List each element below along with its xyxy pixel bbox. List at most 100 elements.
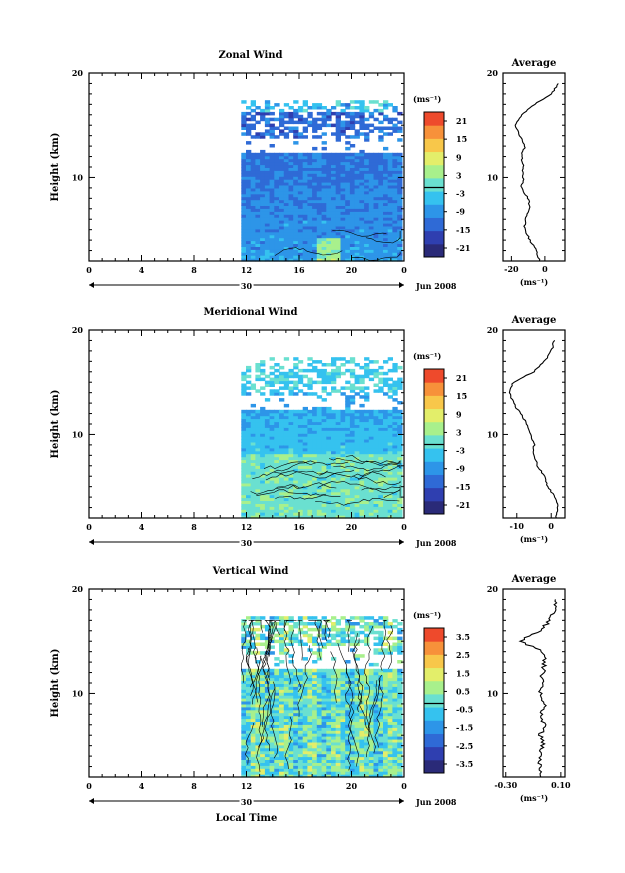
profile-x-tick-label: -10 [510, 521, 525, 531]
colorbar-tick-label: -3 [456, 189, 465, 199]
colorbar-swatch [424, 667, 444, 682]
profile-title: Average [511, 58, 557, 69]
colorbar-swatch [424, 448, 444, 462]
x-tick-label: 0 [86, 522, 92, 532]
y-axis-label: Height (km) [50, 390, 61, 459]
colorbar-tick-label: 15 [456, 134, 467, 144]
profile-frame [502, 329, 566, 519]
x-tick-label: 0 [86, 781, 92, 791]
colorbar-swatch [424, 628, 444, 642]
profile-y-tick-label: 20 [487, 325, 499, 335]
colorbar-tick-label: 21 [456, 373, 467, 383]
colorbar-tick-label: -15 [456, 225, 470, 235]
colorbar-unit: (ms⁻¹) [413, 94, 441, 104]
profile-line [508, 340, 559, 519]
profile-y-ticks [503, 72, 565, 262]
profile-y-tick-label: 10 [487, 429, 499, 439]
colorbar-unit: (ms⁻¹) [413, 610, 441, 620]
colorbar-swatch [424, 461, 444, 475]
colorbar-swatch [424, 138, 444, 153]
colorbar-tick-label: -1.5 [456, 723, 473, 733]
colorbar-tick-label: -9 [456, 207, 465, 217]
colorbar-frame [423, 368, 445, 515]
colorbar-tick-label: -2.5 [456, 741, 473, 751]
colorbar-tick-label: 3.5 [456, 632, 470, 642]
colorbar-swatch [424, 693, 444, 708]
x-tick-label: 4 [139, 265, 145, 275]
colorbar-tick-label: -21 [456, 243, 470, 253]
x-tick-label: 16 [293, 522, 305, 532]
colorbar-swatch [424, 733, 444, 748]
contour-lines [241, 620, 394, 772]
colorbar-frame [423, 627, 445, 774]
x-tick-label: 4 [139, 781, 145, 791]
colorbar-tick-label: 15 [456, 391, 467, 401]
profile-frame [502, 72, 566, 262]
profile-y-tick-label: 10 [487, 688, 499, 698]
x-ticks [88, 589, 405, 777]
y-ticks [89, 329, 404, 519]
panel-title: Zonal Wind [218, 50, 282, 61]
profile-frame [502, 588, 566, 778]
y-ticks [89, 72, 404, 262]
y-tick-label: 20 [72, 68, 84, 78]
x-tick-label: 0 [401, 781, 407, 791]
colorbar-swatch [424, 654, 444, 669]
profile-x-tick-label: 0 [542, 264, 548, 274]
colorbar-swatch [424, 164, 444, 179]
profile-y-tick-label: 20 [487, 68, 499, 78]
profile-y-ticks [503, 588, 565, 778]
colorbar-swatch [424, 230, 444, 245]
y-axis-label: Height (km) [50, 133, 61, 202]
colorbar-tick-label: -0.5 [456, 705, 473, 715]
colorbar-tick-label: 21 [456, 116, 467, 126]
colorbar-frame [423, 111, 445, 258]
x-ticks [88, 73, 405, 261]
panel-title: Meridional Wind [203, 307, 297, 318]
colorbar-swatch [424, 369, 444, 383]
colorbar-tick-label: 3 [456, 427, 462, 437]
colorbar-swatch [424, 720, 444, 734]
colorbar-unit: (ms⁻¹) [413, 351, 441, 361]
colorbar-swatch [424, 487, 444, 502]
colorbar-swatch [424, 125, 444, 139]
profile-x-label: (ms⁻¹) [520, 277, 548, 287]
contour-lines [274, 229, 401, 261]
panel-title: Vertical Wind [212, 566, 289, 577]
colorbar-swatch [424, 191, 444, 205]
colorbar-swatch [424, 217, 444, 232]
month-label: Jun 2008 [415, 281, 457, 291]
colorbar-swatch [424, 112, 444, 126]
colorbar-swatch [424, 408, 444, 423]
profile-line [518, 599, 558, 778]
profile-x-tick-label: 0.10 [551, 780, 571, 790]
colorbar-tick-label: -9 [456, 464, 465, 474]
profile-x-tick-label: 0 [548, 521, 554, 531]
colorbar-swatch [424, 382, 444, 396]
x-tick-label: 20 [346, 781, 358, 791]
profile-line [514, 83, 559, 262]
colorbar-tick-label: 0.5 [456, 686, 470, 696]
x-tick-label: 0 [401, 522, 407, 532]
colorbar-swatch [424, 759, 444, 774]
colorbar-swatch [424, 474, 444, 489]
y-tick-label: 20 [72, 584, 84, 594]
colorbar-swatch [424, 434, 444, 449]
colorbar-swatch [424, 746, 444, 761]
colorbar-tick-label: 3 [456, 170, 462, 180]
colorbar-tick-label: 2.5 [456, 650, 470, 660]
x-tick-label: 16 [293, 781, 305, 791]
colorbar-tick-label: 9 [456, 152, 462, 162]
heatmap-field [241, 357, 403, 519]
colorbar-swatch [424, 680, 444, 695]
colorbar-tick-label: -21 [456, 500, 470, 510]
x-tick-label: 20 [346, 522, 358, 532]
x-axis-label: Local Time [216, 813, 278, 824]
colorbar-swatch [424, 151, 444, 166]
y-tick-label: 10 [72, 429, 84, 439]
colorbar-swatch [424, 177, 444, 192]
y-tick-label: 10 [72, 688, 84, 698]
